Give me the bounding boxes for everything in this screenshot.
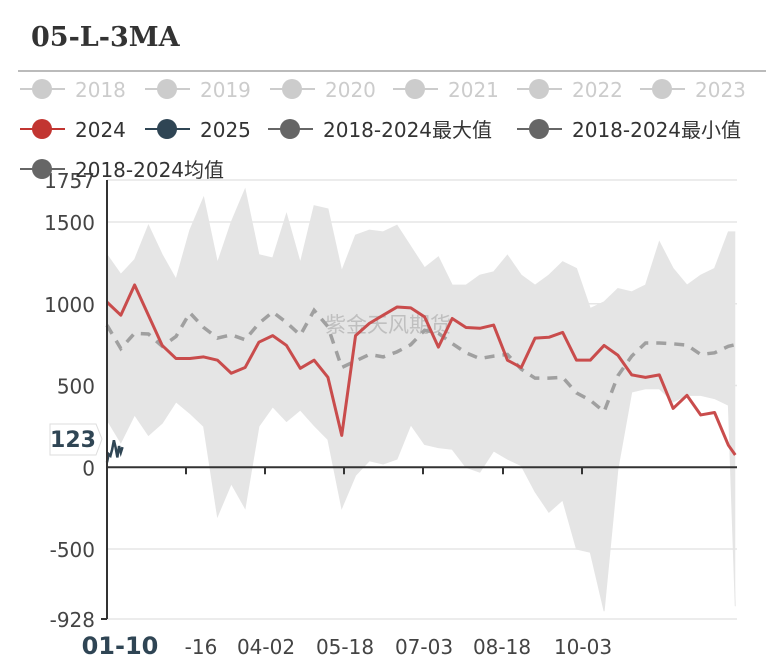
legend-item-2018[interactable]: 2018 [20,78,126,102]
legend-label: 2022 [572,78,623,102]
legend-circle-icon [280,119,300,139]
legend-circle-icon [32,159,52,179]
y-tick-label: -500 [50,538,95,562]
x-tick-label: -16 [185,635,218,659]
end-label-text: 123 [50,428,96,453]
x-tick-label: 07-03 [395,635,453,659]
legend-circle-icon [157,119,177,139]
legend-circle-icon [32,79,52,99]
legend-item-2024[interactable]: 2024 [20,118,126,142]
series-2024-line [105,283,737,456]
series-mean-line [105,307,736,415]
legend-circle-icon [405,79,425,99]
legend-label: 2018-2024最大值 [323,118,492,142]
legend-circle-icon [282,79,302,99]
legend-circle-icon [32,119,52,139]
legend-label: 2023 [695,78,746,102]
legend-label: 2019 [200,78,251,102]
legend-label: 2025 [200,118,251,142]
legend-label: 2021 [448,78,499,102]
legend-label: 2018-2024均值 [75,158,224,182]
legend-circle-icon [652,79,672,99]
legend-item-2022[interactable]: 2022 [517,78,623,102]
x-tick-label: 10-03 [554,635,612,659]
end-label-box [49,423,103,456]
x-tick-label: 04-02 [237,635,295,659]
title-divider [18,70,766,72]
chart-title: 05-L-3MA [31,22,180,53]
series-min-line [106,388,736,612]
y-tick-label: 500 [57,375,95,399]
legend-circle-icon [529,119,549,139]
legend-item-2021[interactable]: 2021 [393,78,499,102]
x-tick-label: 05-18 [316,635,374,659]
legend-label: 2024 [75,118,126,142]
series-2025-line [105,440,124,463]
watermark: 紫金天风期货 [325,313,451,337]
legend-circle-icon [157,79,177,99]
x-tick-label: 08-18 [473,635,531,659]
legend-item-2018-2024最小值[interactable]: 2018-2024最小值 [517,118,741,142]
legend-item-2023[interactable]: 2023 [640,78,746,102]
y-tick-label: 1000 [44,293,95,317]
axis-pointer-label: 01-10 [82,632,159,660]
legend-item-2018-2024均值[interactable]: 2018-2024均值 [20,158,224,182]
y-tick-label: 0 [82,456,95,480]
legend-item-2020[interactable]: 2020 [270,78,376,102]
legend-label: 2020 [325,78,376,102]
y-tick-label: -928 [50,608,95,632]
end-label-2025: 123 [49,423,103,456]
legend-item-2025[interactable]: 2025 [145,118,251,142]
legend-label: 2018-2024最小值 [572,118,741,142]
legend-circle-icon [529,79,549,99]
y-tick-label: 1500 [44,211,95,235]
max-min-band [107,189,736,612]
series-max-line [106,187,736,310]
legend-item-2019[interactable]: 2019 [145,78,251,102]
legend-label: 2018 [75,78,126,102]
y-tick-label: 1757 [44,169,95,193]
legend-item-2018-2024最大值[interactable]: 2018-2024最大值 [268,118,492,142]
